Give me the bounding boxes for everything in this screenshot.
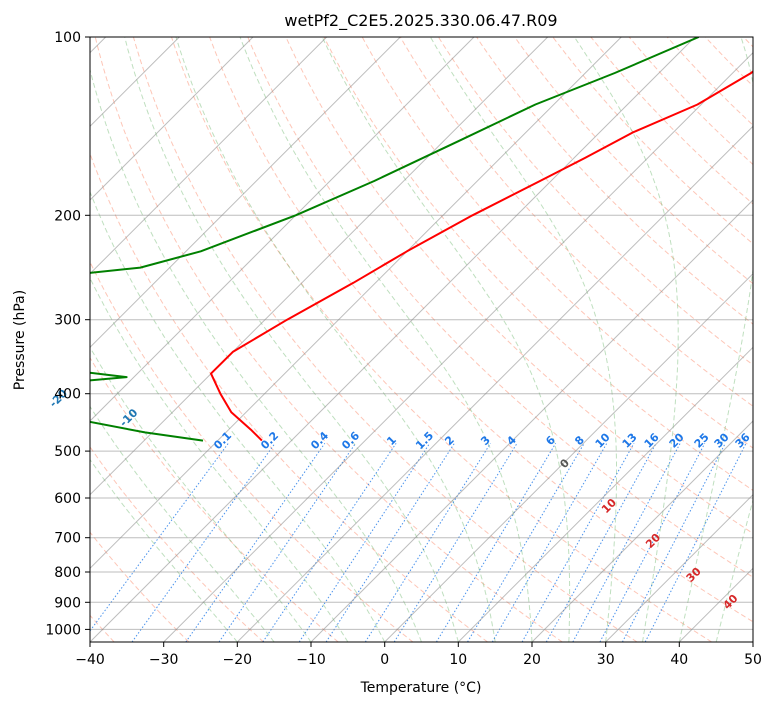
moist-adiabat-line	[175, 37, 496, 642]
moist-adiabat-line	[90, 190, 386, 642]
y-tick-label: 600	[54, 491, 81, 507]
mixing-ratio-line	[599, 443, 706, 642]
dry-adiabat-line	[90, 356, 339, 642]
moist-adiabat-line	[239, 37, 533, 642]
x-tick-label: 10	[449, 652, 467, 668]
dry-adiabat-line	[90, 260, 414, 642]
dry-adiabat-line	[132, 37, 638, 642]
y-tick-label: 1000	[45, 622, 81, 638]
y-axis-label: Pressure (hPa)	[12, 290, 28, 390]
mixing-ratio-line	[621, 443, 726, 642]
y-axis: 100 200 300 400 500 600 700 800 900 1000	[45, 30, 90, 638]
dry-adiabat-line	[552, 37, 753, 245]
chart-title: wetPf2_C2E5.2025.330.06.47.R09	[284, 11, 557, 31]
x-tick-label: 50	[744, 652, 762, 668]
isotherm-line	[90, 37, 401, 349]
moist-adiabat-line	[321, 37, 571, 642]
isotherm-line	[531, 420, 753, 642]
dry-adiabat-line	[590, 37, 753, 205]
isotherm-line	[90, 37, 328, 275]
moist-adiabat-line	[90, 458, 238, 642]
dry-adiabat-line	[399, 37, 753, 407]
dry-adiabat-line	[209, 37, 753, 623]
mixing-ratio-line	[521, 443, 635, 642]
dry-adiabat-line	[247, 37, 753, 578]
moist-adiabat-line	[90, 405, 275, 642]
isotherm-line	[457, 346, 753, 642]
dry-adiabat-line	[437, 37, 753, 366]
moist-adiabat-line	[124, 37, 459, 642]
isotherm-line	[90, 37, 622, 570]
x-tick-label: −10	[296, 652, 326, 668]
moist-adiabat-line	[715, 498, 753, 642]
moist-adiabat-line	[678, 37, 753, 642]
plot-frame	[89, 36, 754, 643]
mixing-ratio-line	[644, 443, 747, 642]
x-tick-label: 0	[380, 652, 389, 668]
mixing-ratio-line	[262, 443, 397, 642]
isotherm-line	[605, 493, 753, 642]
y-tick-label: 300	[54, 313, 81, 329]
isotherm-line	[90, 37, 475, 422]
isotherm-line	[90, 37, 696, 642]
isotherm-line	[310, 199, 753, 642]
isotherm-line	[163, 51, 753, 642]
dry-adiabat-line	[476, 37, 753, 325]
moist-adiabat-line	[90, 67, 422, 642]
dry-adiabat-line	[285, 37, 753, 535]
dewpoint-profile-line	[90, 37, 700, 442]
moist-adiabat-line	[429, 37, 617, 642]
dry-adiabat-line	[171, 37, 712, 642]
y-tick-label: 400	[54, 387, 81, 403]
y-tick-label: 700	[54, 531, 81, 547]
isotherm-line	[384, 272, 753, 642]
y-tick-label: 500	[54, 444, 81, 460]
x-tick-label: 20	[523, 652, 541, 668]
mixing-ratio-line	[572, 443, 681, 642]
plot-lines	[90, 37, 753, 442]
x-axis-label: Temperature (°C)	[360, 680, 482, 696]
x-tick-label: −40	[75, 652, 105, 668]
dry-adiabat-line	[323, 37, 753, 491]
x-tick-label: −30	[149, 652, 179, 668]
y-tick-label: 900	[54, 595, 81, 611]
moist-adiabat-line	[90, 276, 349, 642]
x-tick-label: 40	[670, 652, 688, 668]
x-tick-label: −20	[223, 652, 253, 668]
mixing-ratio-line	[393, 443, 518, 642]
temperature-profile-line	[210, 70, 753, 442]
isotherm-line	[90, 37, 549, 496]
y-tick-label: 200	[54, 208, 81, 224]
mixing-ratio-line	[298, 443, 431, 642]
dry-adiabat-line	[90, 531, 190, 642]
mixing-ratio-line	[435, 443, 557, 642]
y-tick-label: 100	[54, 30, 81, 46]
mixing-ratio-line	[90, 443, 229, 632]
mixing-ratio-line	[364, 443, 491, 642]
mixing-ratio-line	[325, 443, 455, 642]
moist-adiabat-line	[573, 37, 679, 642]
x-tick-label: 30	[597, 652, 615, 668]
plot-area	[90, 37, 753, 642]
isotherm-line	[90, 37, 254, 201]
mixing-ratio-line	[218, 443, 357, 642]
mixing-ratio-line	[545, 443, 657, 642]
mixing-ratio-line	[131, 443, 276, 642]
isotherm-line	[236, 125, 753, 642]
x-axis: −40 −30 −20 −10 0 10 20 30 40 50	[75, 642, 762, 668]
y-tick-label: 800	[54, 565, 81, 581]
dry-adiabat-line	[94, 37, 563, 642]
